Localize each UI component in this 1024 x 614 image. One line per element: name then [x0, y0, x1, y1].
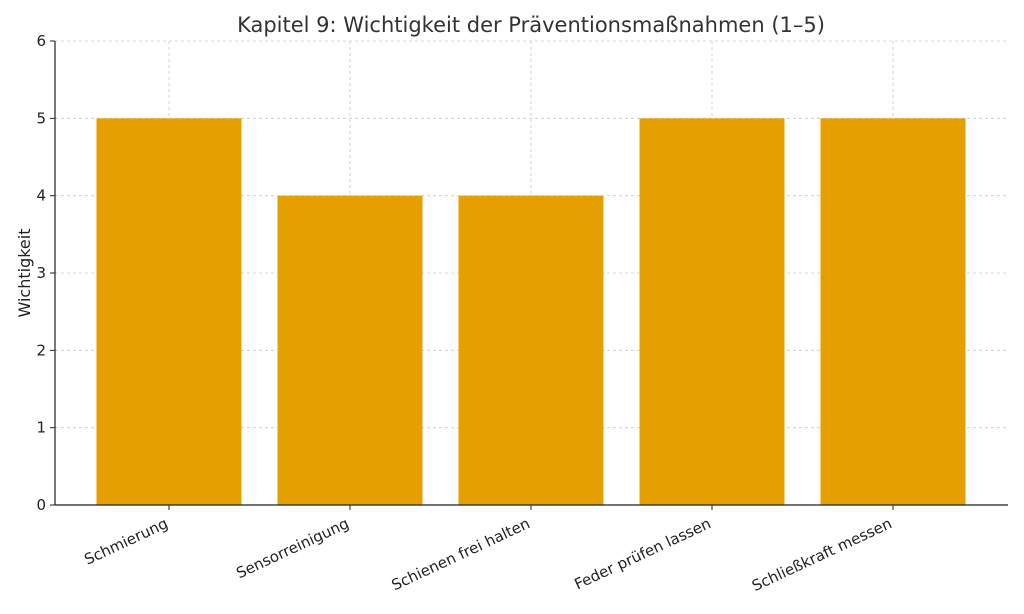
- y-tick-label: 5: [36, 109, 46, 127]
- bar: [458, 195, 604, 505]
- y-axis-label: Wichtigkeit: [15, 229, 34, 318]
- y-tick-label: 6: [36, 32, 46, 50]
- x-tick-label: Schmierung: [82, 514, 171, 568]
- y-tick-label: 0: [36, 496, 46, 514]
- x-tick-label: Schließkraft messen: [749, 514, 895, 595]
- x-tick-label: Feder prüfen lassen: [572, 514, 714, 593]
- bar: [277, 195, 423, 505]
- y-tick-label: 1: [36, 419, 46, 437]
- bars: [96, 118, 966, 505]
- chart-title: Kapitel 9: Wichtigkeit der Präventionsma…: [237, 13, 825, 37]
- y-ticks: 0 1 2 3 4 5 6: [36, 32, 55, 514]
- bar: [820, 118, 966, 505]
- x-tick-label: Schienen frei halten: [389, 514, 533, 594]
- x-ticks: Schmierung Sensorreinigung Schienen frei h…: [82, 505, 895, 595]
- x-tick-label: Sensorreinigung: [233, 514, 351, 582]
- y-tick-label: 3: [36, 264, 46, 282]
- y-tick-label: 2: [36, 341, 46, 359]
- bar: [96, 118, 242, 505]
- bar: [639, 118, 785, 505]
- y-tick-label: 4: [36, 187, 46, 205]
